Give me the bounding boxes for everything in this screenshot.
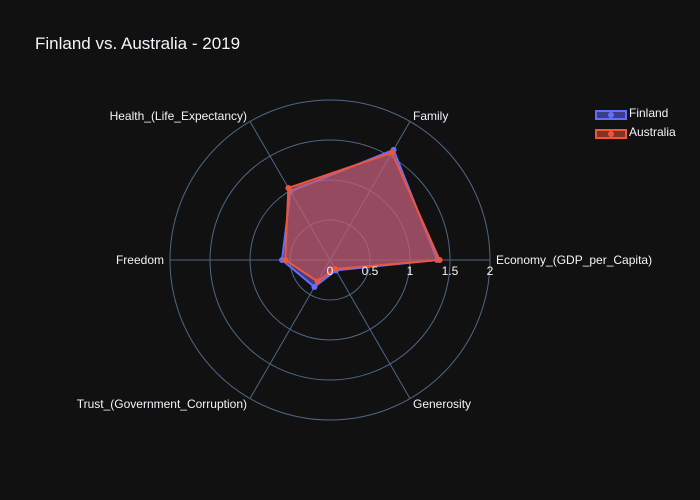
grid-spoke: [329, 259, 411, 399]
data-point-australia: [332, 266, 339, 273]
axis-label: Health_(Life_Expectancy): [110, 109, 247, 123]
radial-tick-label: 1.5: [442, 264, 459, 278]
radial-tick-label: 2: [487, 264, 494, 278]
chart-title: Finland vs. Australia - 2019: [35, 34, 241, 53]
legend-swatch: [595, 110, 627, 120]
data-point-australia: [282, 257, 289, 263]
radial-tick-label: 0: [327, 264, 334, 278]
legend-item-finland[interactable]: Finland: [594, 106, 694, 125]
legend-swatch: [595, 129, 627, 139]
legend-label: Finland: [629, 106, 669, 120]
axis-label: Generosity: [413, 397, 471, 411]
legend-label: Australia: [629, 125, 676, 139]
axis-label: Economy_(GDP_per_Capita): [496, 253, 652, 267]
data-point-australia: [314, 278, 321, 285]
axis-label: Trust_(Government_Corruption): [77, 397, 247, 411]
series-area-australia: [284, 151, 441, 283]
axis-label: Freedom: [116, 253, 164, 267]
radial-tick-label: 0.5: [362, 264, 379, 278]
legend-item-australia[interactable]: Australia: [594, 125, 694, 144]
data-point-australia: [436, 257, 443, 263]
data-point-australia: [389, 149, 395, 156]
axis-label: Family: [413, 109, 448, 123]
data-point-finland: [311, 284, 318, 291]
data-point-australia: [285, 184, 292, 191]
radar-series: [279, 146, 443, 291]
radial-tick-label: 1: [407, 264, 414, 278]
legend: Finland Australia: [594, 106, 694, 144]
